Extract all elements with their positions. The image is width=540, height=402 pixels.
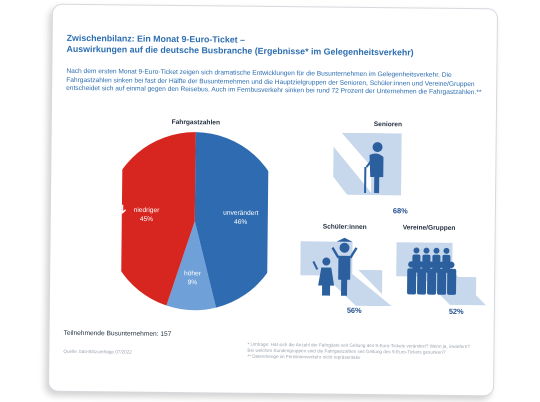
- group-label-senioren: Senioren: [373, 121, 403, 129]
- group-percent-schueler: 56%: [346, 305, 362, 315]
- infographic-card: Zwischenbilanz: Ein Monat 9-Euro-Ticket …: [47, 3, 499, 397]
- arrow-down-icon: [120, 204, 127, 214]
- pie-title: Fahrgastzahlen: [171, 118, 221, 127]
- senior-icon: [333, 132, 402, 196]
- pie-chart: unverändert 46% höher 9% niedriger 45%: [120, 132, 269, 311]
- group-icon: [396, 242, 486, 306]
- pie-slice-hoeher: [166, 221, 217, 311]
- pie-value-unveraendert: 46%: [234, 219, 247, 226]
- group-label-vereine: Vereine/Gruppen: [402, 224, 456, 232]
- group-percent-vereine: 52%: [448, 306, 464, 317]
- group-label-schueler: Schüler:innen: [322, 223, 367, 231]
- pie-slice-niedriger: [120, 132, 196, 306]
- pie-value-niedriger: 45%: [140, 216, 153, 223]
- participants-count: Teilnehmende Busunternehmen: 157: [63, 329, 172, 338]
- footnote-3: ** Datenmenge im Fernlinienverkehr nicht…: [247, 354, 361, 361]
- intro-text: Nach dem ersten Monat 9-Euro-Ticket zeig…: [66, 67, 482, 97]
- page-title: Zwischenbilanz: Ein Monat 9-Euro-Ticket …: [67, 33, 487, 59]
- pie-label-unveraendert: unverändert: [223, 210, 258, 217]
- source-note: Quelle: bdo-Blitzumfrage 07/2022: [63, 348, 132, 355]
- pie-label-niedriger: niedriger: [134, 207, 161, 214]
- footnotes: * Umfrage: Hat sich die Anzahl der Fahrg…: [247, 342, 487, 363]
- pie-slice-unveraendert: [194, 132, 269, 308]
- group-percent-senioren: 68%: [392, 206, 408, 216]
- pie-label-hoeher: höher: [184, 270, 202, 277]
- pie-value-hoeher: 9%: [188, 279, 198, 286]
- students-icon: [300, 237, 392, 307]
